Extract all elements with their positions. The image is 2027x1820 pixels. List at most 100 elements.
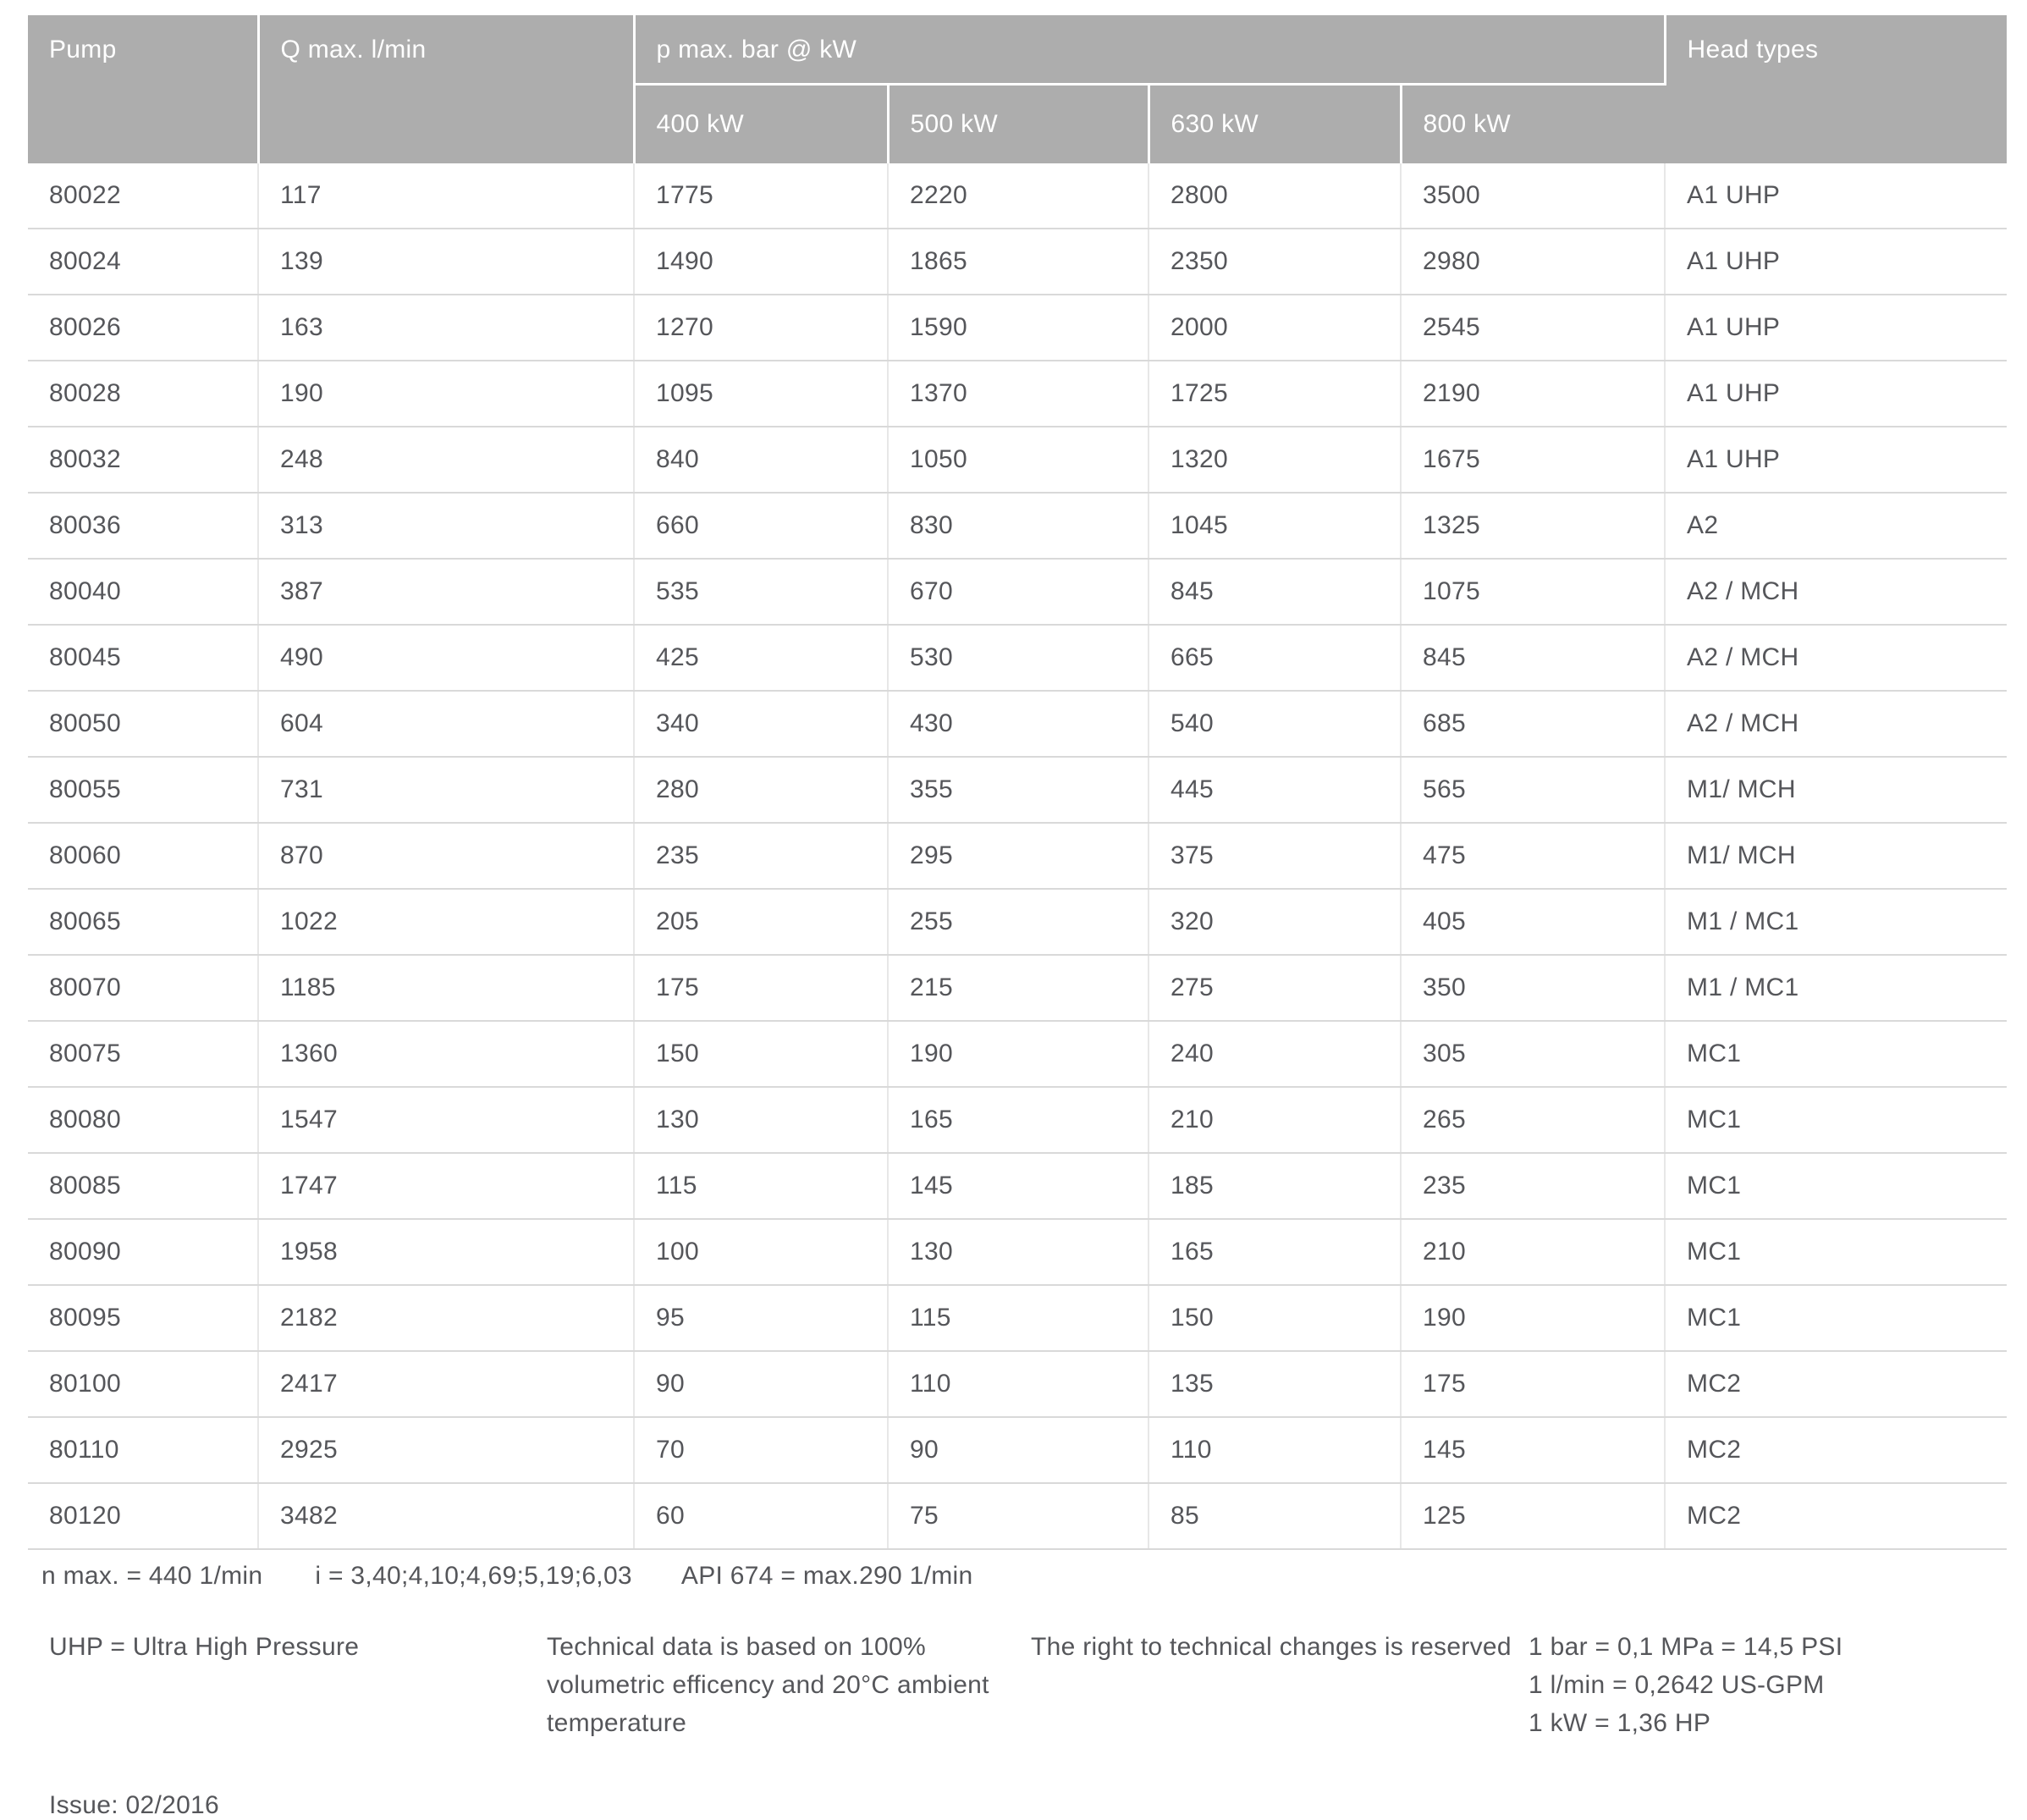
p-max-400kw-cell: 130	[634, 1087, 889, 1154]
table-row: 80085 1747 115 145 185 235 MC1	[28, 1153, 2008, 1220]
p-max-500kw-cell: 1865	[888, 229, 1149, 295]
footer-notes: UHP = Ultra High Pressure Technical data…	[28, 1628, 2007, 1742]
p-max-630kw-cell: 2350	[1148, 229, 1402, 295]
q-max-cell: 2417	[258, 1351, 635, 1418]
p-max-800kw-cell: 175	[1401, 1351, 1666, 1418]
p-max-500kw-cell: 190	[888, 1021, 1149, 1088]
q-max-cell: 163	[258, 295, 635, 361]
p-max-800kw-cell: 1325	[1401, 493, 1666, 560]
p-max-400kw-cell: 1490	[634, 229, 889, 295]
p-max-630kw-cell: 185	[1148, 1153, 1402, 1220]
p-max-400kw-cell: 115	[634, 1153, 889, 1220]
table-body: 80022 117 1775 2220 2800 3500 A1 UHP 800…	[28, 163, 2008, 1550]
q-max-cell: 3482	[258, 1483, 635, 1550]
table-row: 80080 1547 130 165 210 265 MC1	[28, 1087, 2008, 1154]
q-max-cell: 1958	[258, 1219, 635, 1286]
pump-id-cell: 80028	[28, 361, 259, 427]
head-types-cell: M1/ MCH	[1665, 757, 2008, 824]
note-rights-reserved: The right to technical changes is reserv…	[1031, 1633, 1512, 1661]
q-max-cell: 731	[258, 757, 635, 824]
head-types-cell: MC2	[1665, 1417, 2008, 1484]
p-max-800kw-cell: 3500	[1401, 163, 1666, 229]
col-header-pump: Pump	[28, 15, 260, 163]
table-row: 80028 190 1095 1370 1725 2190 A1 UHP	[28, 361, 2008, 427]
pump-spec-table: Pump Q max. l/min p max. bar @ kW Head t…	[28, 15, 2008, 1550]
table-row: 80060 870 235 295 375 475 M1/ MCH	[28, 823, 2008, 890]
p-max-630kw-cell: 540	[1148, 691, 1402, 758]
head-types-cell: A2 / MCH	[1665, 691, 2008, 758]
p-max-630kw-cell: 1725	[1148, 361, 1402, 427]
table-row: 80065 1022 205 255 320 405 M1 / MC1	[28, 889, 2008, 956]
p-max-630kw-cell: 2800	[1148, 163, 1402, 229]
note-uhp: UHP = Ultra High Pressure	[49, 1633, 360, 1661]
head-types-cell: A1 UHP	[1665, 229, 2008, 295]
p-max-800kw-cell: 350	[1401, 955, 1666, 1022]
p-max-500kw-cell: 165	[888, 1087, 1149, 1154]
p-max-800kw-cell: 145	[1401, 1417, 1666, 1484]
p-max-400kw-cell: 340	[634, 691, 889, 758]
head-types-cell: MC1	[1665, 1153, 2008, 1220]
p-max-500kw-cell: 1050	[888, 427, 1149, 494]
pump-id-cell: 80120	[28, 1483, 259, 1550]
p-max-500kw-cell: 530	[888, 625, 1149, 692]
p-max-630kw-cell: 150	[1148, 1285, 1402, 1352]
p-max-800kw-cell: 2545	[1401, 295, 1666, 361]
pump-id-cell: 80085	[28, 1153, 259, 1220]
p-max-500kw-cell: 295	[888, 823, 1149, 890]
conversion-kw: 1 kW = 1,36 HP	[1529, 1709, 1711, 1737]
pump-id-cell: 80055	[28, 757, 259, 824]
p-max-400kw-cell: 425	[634, 625, 889, 692]
q-max-cell: 870	[258, 823, 635, 890]
p-max-800kw-cell: 265	[1401, 1087, 1666, 1154]
q-max-cell: 604	[258, 691, 635, 758]
pump-id-cell: 80050	[28, 691, 259, 758]
issue-date: Issue: 02/2016	[49, 1791, 220, 1819]
p-max-630kw-cell: 135	[1148, 1351, 1402, 1418]
p-max-630kw-cell: 1045	[1148, 493, 1402, 560]
col-header-500kw: 500 kW	[888, 84, 1150, 163]
q-max-cell: 139	[258, 229, 635, 295]
pump-id-cell: 80024	[28, 229, 259, 295]
p-max-400kw-cell: 1095	[634, 361, 889, 427]
pump-id-cell: 80026	[28, 295, 259, 361]
p-max-800kw-cell: 2980	[1401, 229, 1666, 295]
table-row: 80055 731 280 355 445 565 M1/ MCH	[28, 757, 2008, 824]
p-max-800kw-cell: 845	[1401, 625, 1666, 692]
p-max-630kw-cell: 320	[1148, 889, 1402, 956]
head-types-cell: MC2	[1665, 1351, 2008, 1418]
table-footnotes: n max. = 440 1/min i = 3,40;4,10;4,69;5,…	[28, 1562, 2007, 1591]
col-header-400kw: 400 kW	[634, 84, 890, 163]
table-row: 80095 2182 95 115 150 190 MC1	[28, 1285, 2008, 1352]
head-types-cell: A2 / MCH	[1665, 625, 2008, 692]
p-max-630kw-cell: 85	[1148, 1483, 1402, 1550]
pump-id-cell: 80022	[28, 163, 259, 229]
table-row: 80024 139 1490 1865 2350 2980 A1 UHP	[28, 229, 2008, 295]
q-max-cell: 190	[258, 361, 635, 427]
p-max-500kw-cell: 670	[888, 559, 1149, 626]
pump-id-cell: 80040	[28, 559, 259, 626]
col-header-head-types: Head types	[1665, 15, 2008, 163]
p-max-400kw-cell: 535	[634, 559, 889, 626]
p-max-630kw-cell: 275	[1148, 955, 1402, 1022]
pump-id-cell: 80100	[28, 1351, 259, 1418]
p-max-500kw-cell: 110	[888, 1351, 1149, 1418]
q-max-cell: 2182	[258, 1285, 635, 1352]
pump-id-cell: 80070	[28, 955, 259, 1022]
col-header-630kw: 630 kW	[1148, 84, 1402, 163]
p-max-400kw-cell: 100	[634, 1219, 889, 1286]
p-max-400kw-cell: 90	[634, 1351, 889, 1418]
table-row: 80045 490 425 530 665 845 A2 / MCH	[28, 625, 2008, 692]
q-max-cell: 1185	[258, 955, 635, 1022]
p-max-500kw-cell: 130	[888, 1219, 1149, 1286]
p-max-500kw-cell: 255	[888, 889, 1149, 956]
pump-id-cell: 80110	[28, 1417, 259, 1484]
p-max-500kw-cell: 90	[888, 1417, 1149, 1484]
p-max-630kw-cell: 210	[1148, 1087, 1402, 1154]
q-max-cell: 117	[258, 163, 635, 229]
table-row: 80032 248 840 1050 1320 1675 A1 UHP	[28, 427, 2008, 494]
p-max-400kw-cell: 840	[634, 427, 889, 494]
head-types-cell: MC1	[1665, 1285, 2008, 1352]
p-max-400kw-cell: 1775	[634, 163, 889, 229]
p-max-800kw-cell: 405	[1401, 889, 1666, 956]
